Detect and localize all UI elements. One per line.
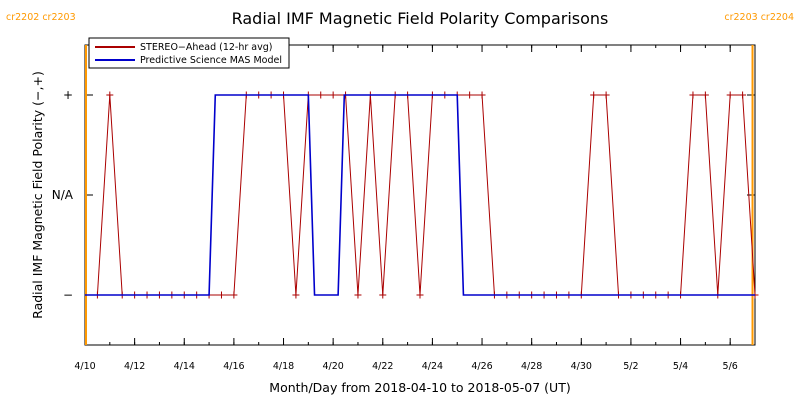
x-tick-label: 4/24 (422, 361, 443, 372)
x-tick-label: 4/10 (74, 361, 95, 372)
x-tick-label: 5/2 (623, 361, 638, 372)
stereo-data-point (292, 291, 300, 299)
legend-label-stereo: STEREO−Ahead (12-hr avg) (140, 42, 272, 53)
y-ticks: + N/A − (52, 88, 755, 302)
stereo-data-point (689, 91, 697, 99)
y-axis-label: Radial IMF Magnetic Field Polarity (−,+) (30, 71, 45, 319)
x-tick-label: 4/30 (571, 361, 592, 372)
stereo-data-point (379, 291, 387, 299)
stereo-data-point (701, 91, 709, 99)
stereo-data-point (230, 291, 238, 299)
stereo-data-point (354, 291, 362, 299)
x-axis-label: Month/Day from 2018-04-10 to 2018-05-07 … (269, 380, 570, 395)
carrington-rotation-label: cr2203 (724, 12, 757, 23)
stereo-data-point (739, 91, 747, 99)
x-tick-label: 4/28 (521, 361, 542, 372)
y-tick-label: + (63, 88, 73, 102)
mas-model-series-line (85, 94, 755, 296)
stereo-data-point (602, 91, 610, 99)
x-tick-label: 4/16 (223, 361, 244, 372)
carrington-rotation-label: cr2204 (758, 12, 794, 23)
x-tick-label: 4/14 (174, 361, 195, 372)
carrington-rotation-label: cr2203 (39, 12, 75, 23)
stereo-data-point (466, 91, 474, 99)
carrington-label: cr2202 cr2203 (6, 12, 76, 23)
legend-label-mas: Predictive Science MAS Model (140, 55, 282, 66)
x-tick-label: 5/4 (673, 361, 688, 372)
legend-box (88, 37, 290, 69)
stereo-data-point (317, 91, 325, 99)
carrington-rotation-label: cr2202 (6, 12, 39, 23)
carrington-label: cr2203 cr2204 (724, 12, 794, 23)
y-tick-label: N/A (52, 188, 74, 202)
stereo-data-point (590, 91, 598, 99)
x-tick-label: 5/6 (723, 361, 738, 372)
legend: STEREO−Ahead (12-hr avg) Predictive Scie… (88, 37, 290, 69)
series-lines (85, 91, 759, 299)
stereo-series-line (96, 94, 756, 296)
x-tick-label: 4/12 (124, 361, 145, 372)
plot-frame (84, 44, 756, 346)
x-tick-label: 4/18 (273, 361, 294, 372)
stereo-data-point (726, 91, 734, 99)
x-tick-label: 4/26 (471, 361, 492, 372)
stereo-data-point (106, 91, 114, 99)
x-ticks: 4/10 4/12 4/14 4/16 4/18 4/20 4/22 4/24 4/26 4/28… (74, 45, 756, 372)
y-tick-label: − (63, 288, 73, 302)
chart-title: Radial IMF Magnetic Field Polarity Compa… (232, 9, 609, 28)
x-tick-label: 4/22 (372, 361, 393, 372)
stereo-data-point (478, 91, 486, 99)
x-tick-label: 4/20 (322, 361, 343, 372)
stereo-data-point (329, 91, 337, 99)
stereo-data-point (217, 291, 225, 299)
stereo-data-point (416, 291, 424, 299)
